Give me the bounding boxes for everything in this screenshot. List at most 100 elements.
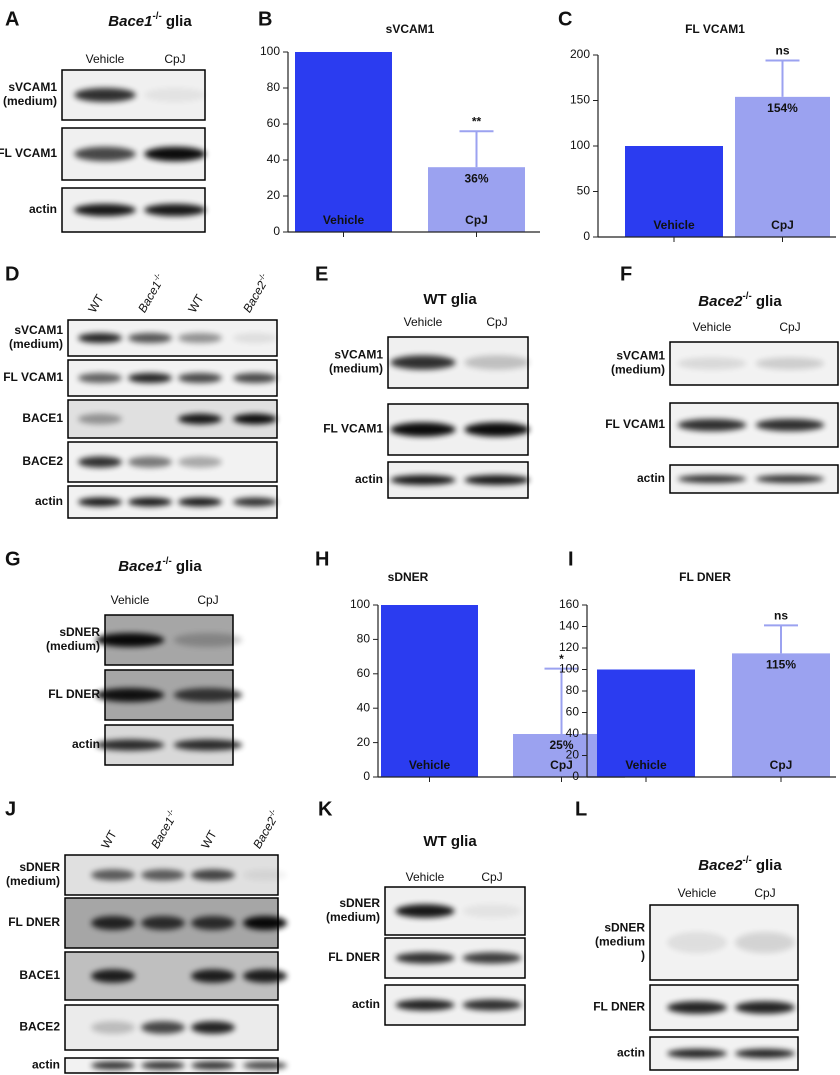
blot-band: [95, 688, 165, 702]
blot-band: [462, 952, 522, 964]
text-segment: -/-: [266, 807, 278, 818]
blot-band: [78, 332, 122, 344]
text-segment: Bace2: [250, 814, 279, 851]
panel-letter: C: [558, 8, 572, 30]
lane-label: Vehicle: [678, 886, 717, 900]
row-label: (medium): [9, 337, 63, 351]
lane-label: Vehicle: [111, 593, 150, 607]
blot-band: [667, 932, 727, 953]
row-label: FL DNER: [593, 1000, 645, 1014]
blot-band: [173, 688, 243, 702]
blot-band: [464, 422, 530, 437]
blot-band: [395, 999, 455, 1011]
text-segment: glia: [162, 13, 193, 30]
y-tick-label: 20: [357, 735, 371, 749]
blot-band: [755, 418, 825, 432]
row-label: actin: [637, 471, 665, 485]
text-segment: Bace1: [118, 558, 162, 575]
blot-band: [191, 869, 235, 881]
bar: [295, 52, 392, 232]
y-tick-label: 80: [267, 80, 281, 94]
blot-band: [74, 203, 136, 217]
blot-band: [128, 372, 172, 384]
panel-letter: E: [315, 263, 328, 285]
row-label: FL VCAM1: [3, 370, 63, 384]
lane-label: Bace2-/-: [249, 807, 283, 851]
row-label: actin: [35, 494, 63, 508]
blot-band: [243, 969, 287, 983]
blot-title: Bace1-/- glia: [118, 556, 202, 575]
blot-band: [178, 497, 222, 507]
blot-band: [191, 969, 235, 983]
blot-band: [735, 932, 795, 953]
blot-title: WT glia: [423, 833, 477, 850]
panel-letter: A: [5, 8, 19, 30]
lane-label: Vehicle: [406, 870, 445, 884]
blot-band: [395, 904, 455, 918]
significance: ns: [774, 609, 788, 623]
blot-band: [395, 952, 455, 964]
row-label: ): [641, 949, 645, 963]
y-tick-label: 40: [357, 700, 371, 714]
y-tick-label: 150: [570, 93, 590, 107]
row-label: sVCAM1: [14, 323, 63, 337]
row-label: BACE2: [22, 454, 63, 468]
blot-band: [173, 633, 243, 647]
blot-band: [141, 1021, 185, 1034]
row-label: FL DNER: [8, 915, 60, 929]
y-tick-label: 20: [566, 748, 580, 762]
bar: [428, 167, 525, 232]
lane-label: CpJ: [754, 886, 775, 900]
blot-band: [464, 355, 530, 370]
blot-band: [78, 456, 122, 468]
blot-band: [178, 332, 222, 344]
blot-band: [390, 474, 456, 486]
blot-band: [141, 916, 185, 930]
panel-letter: H: [315, 548, 329, 570]
row-label: FL DNER: [328, 950, 380, 964]
blot-band: [677, 357, 747, 370]
row-label: sVCAM1: [616, 349, 665, 363]
blot-band: [667, 1048, 727, 1059]
row-label: actin: [29, 202, 57, 216]
text-segment: Bace2: [698, 293, 743, 310]
lane-label: CpJ: [486, 315, 507, 329]
row-label: (medium): [326, 910, 380, 924]
blot-band: [91, 1021, 135, 1034]
row-label: (medium): [46, 639, 100, 653]
blot-band: [141, 1061, 185, 1070]
blot-band: [462, 904, 522, 918]
panel-letter: L: [575, 798, 587, 820]
lane-label: Bace2-/-: [239, 271, 273, 315]
row-label: actin: [72, 737, 100, 751]
y-tick-label: 100: [559, 662, 579, 676]
significance: **: [472, 114, 482, 128]
chart-title: sDNER: [388, 570, 429, 584]
row-label: BACE1: [22, 411, 63, 425]
y-tick-label: 60: [357, 666, 371, 680]
blot-band: [128, 456, 172, 468]
significance: ns: [775, 44, 789, 58]
category-label: Vehicle: [323, 213, 365, 227]
y-tick-label: 100: [350, 597, 370, 611]
lane-label: Bace1-/-: [147, 807, 181, 851]
y-tick-label: 40: [267, 152, 281, 166]
y-tick-label: 80: [566, 683, 580, 697]
text-segment: -/-: [742, 291, 751, 302]
row-label: FL VCAM1: [323, 422, 383, 436]
y-tick-label: 100: [260, 44, 280, 58]
row-label: sDNER: [339, 896, 380, 910]
y-tick-label: 100: [570, 138, 590, 152]
panel-letter: G: [5, 548, 21, 570]
blot-band: [667, 1001, 727, 1014]
text-segment: Bace1: [148, 815, 177, 851]
y-tick-label: 0: [273, 224, 280, 238]
blot-band: [233, 413, 277, 425]
text-segment: -/-: [742, 855, 751, 866]
blot-band: [390, 355, 456, 370]
blot-band: [144, 88, 206, 102]
row-label: FL VCAM1: [0, 146, 57, 160]
row-label: sDNER: [59, 625, 100, 639]
blot-band: [233, 497, 277, 507]
category-label: CpJ: [771, 218, 794, 232]
